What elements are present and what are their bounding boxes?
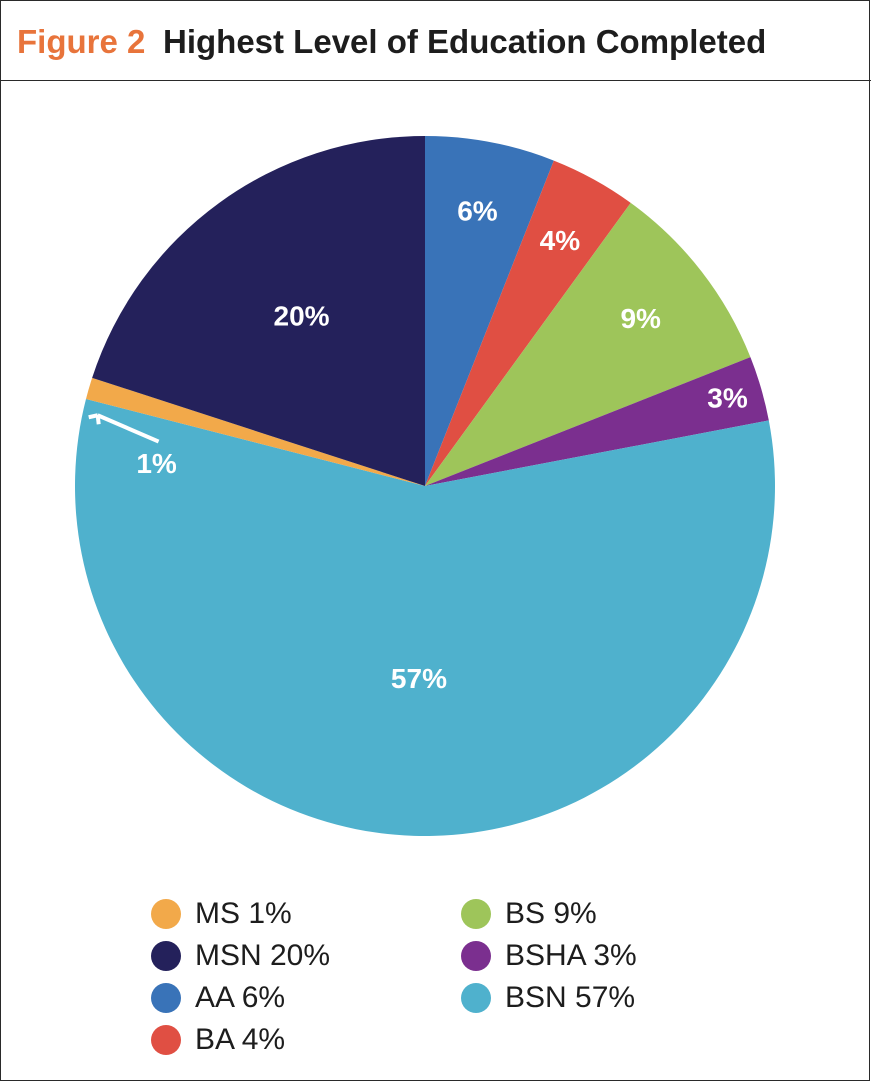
legend-item: BSN 57% (461, 978, 635, 1018)
pie-chart: 6% 4% 9% 3% 57% 1% 20% (75, 136, 775, 836)
pie-slice-aa (425, 136, 554, 486)
legend-label: MSN 20% (195, 939, 331, 972)
legend-swatch (461, 941, 491, 971)
pie-slice-ms (85, 377, 425, 486)
slice-label-bsn: 57% (391, 663, 447, 694)
legend-swatch (151, 941, 181, 971)
figure-title: Highest Level of Education Completed (163, 23, 767, 60)
slice-label-bs: 9% (620, 303, 661, 334)
pie-slice-bsn (75, 398, 775, 836)
figure-header: Figure 2 Highest Level of Education Comp… (1, 1, 871, 81)
legend-item: BSHA 3% (461, 936, 637, 976)
pie-slice-bsha (425, 357, 769, 486)
figure-number: Figure 2 (17, 23, 146, 60)
legend-label: MS 1% (195, 897, 292, 930)
slice-label-msn: 20% (274, 301, 330, 332)
pie-slice-msn (92, 136, 425, 486)
slice-label-ba: 4% (540, 225, 581, 256)
legend-label: BSN 57% (505, 981, 636, 1014)
legend-item: AA 6% (151, 978, 285, 1018)
legend-swatch (151, 899, 181, 929)
legend-item: MSN 20% (151, 936, 330, 976)
legend-swatch (461, 899, 491, 929)
legend-swatch (461, 983, 491, 1013)
slice-label-aa: 6% (457, 195, 498, 226)
legend-swatch (151, 1025, 181, 1055)
pie-slice-ba (425, 160, 631, 486)
slice-callout-arrow (88, 413, 160, 444)
chart-legend: MS 1% MSN 20% AA 6% BA 4% BS 9% BSHA 3% BSN 57… (151, 894, 751, 1064)
legend-label: BS 9% (505, 897, 597, 930)
legend-swatch (151, 983, 181, 1013)
slice-label-ms: 1% (136, 448, 177, 479)
legend-label: BA 4% (195, 1023, 286, 1056)
slice-label-bsha: 3% (707, 383, 748, 414)
pie-slice-bs (425, 202, 751, 486)
legend-label: AA 6% (195, 981, 286, 1014)
legend-item: BS 9% (461, 894, 597, 934)
legend-item: MS 1% (151, 894, 292, 934)
legend-label: BSHA 3% (505, 939, 637, 972)
legend-item: BA 4% (151, 1020, 285, 1060)
